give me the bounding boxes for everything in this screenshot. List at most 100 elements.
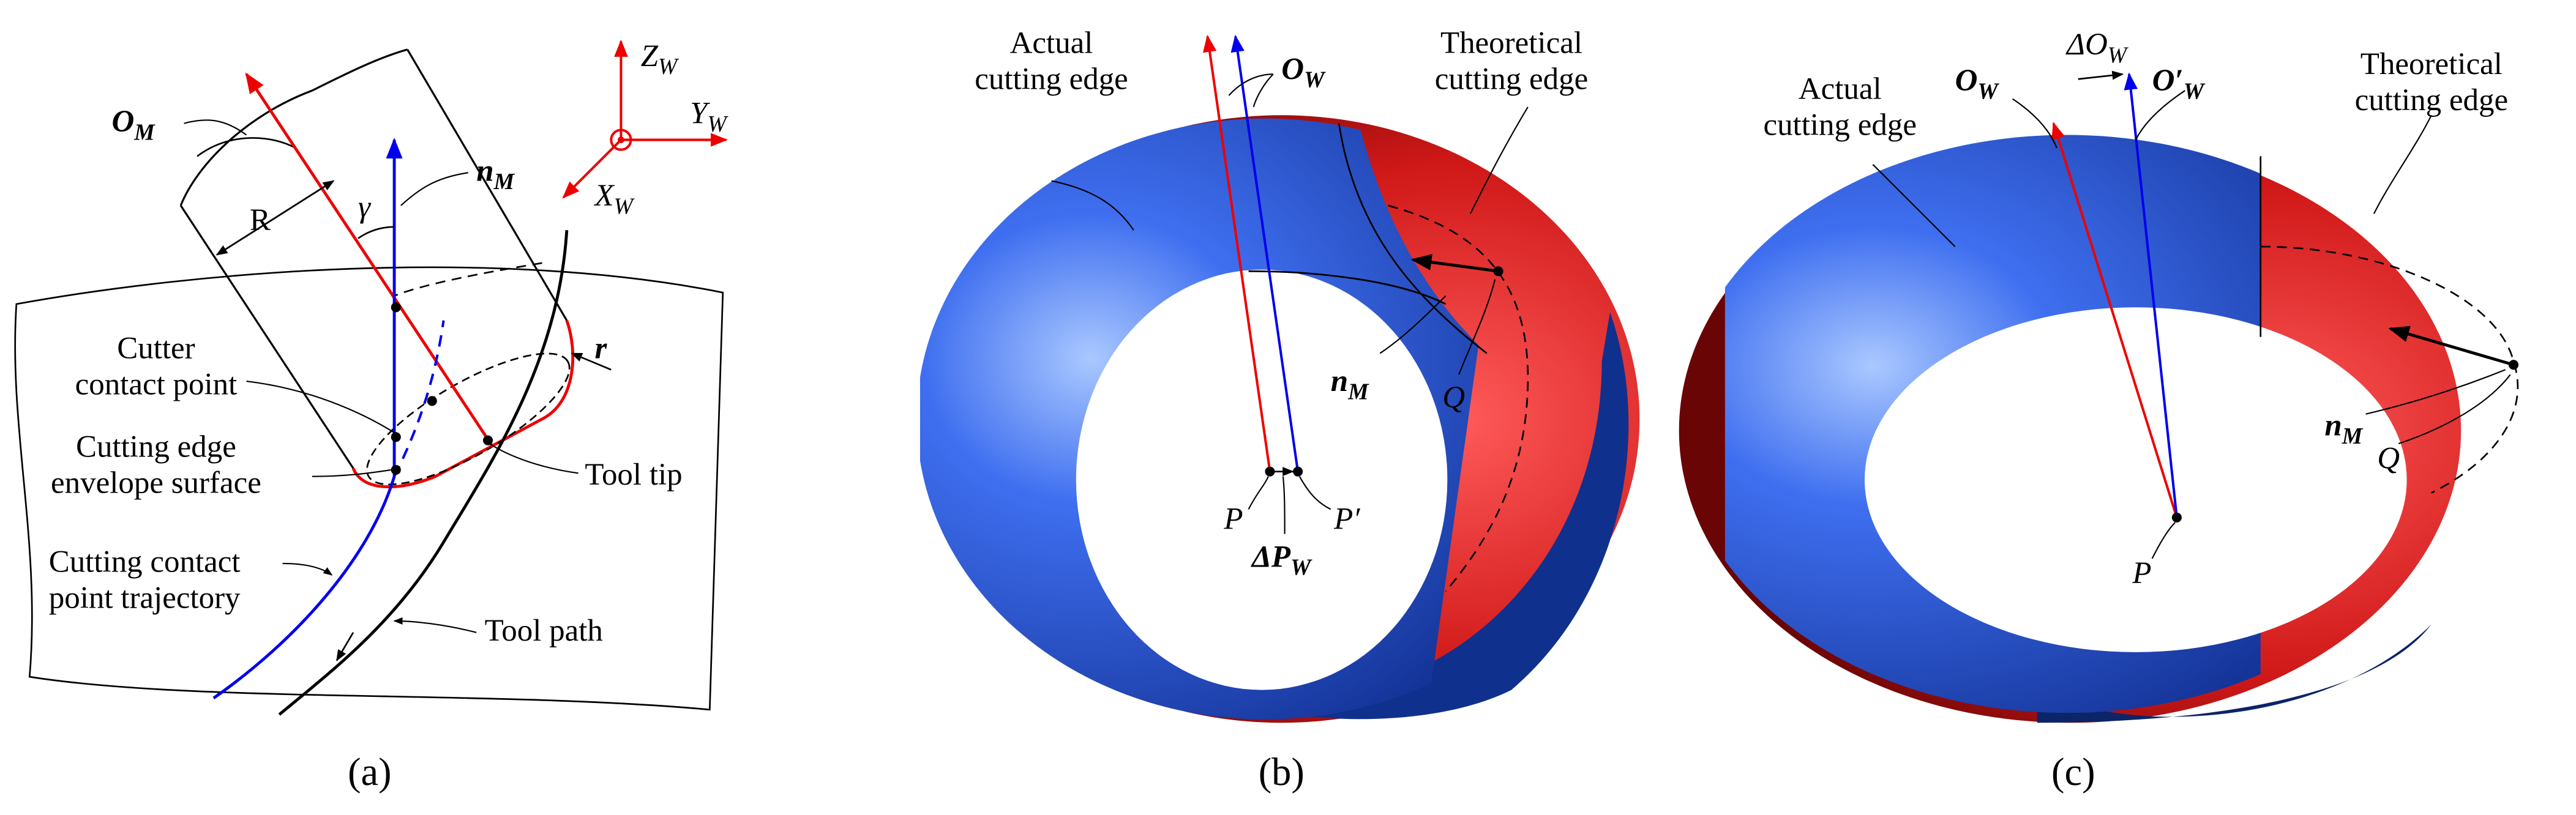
leader (2398, 374, 2511, 445)
tool-top-arc (197, 137, 296, 157)
caption: (c) (2051, 750, 2095, 794)
contact-trajectory (212, 476, 396, 699)
leader (2365, 369, 2506, 415)
sub: W (708, 112, 729, 137)
label-theoretical-edge: Theoretical cutting edge (2355, 47, 2509, 117)
label-x-w: XW (593, 179, 635, 219)
line: cutting edge (975, 62, 1128, 96)
point-p (2171, 512, 2182, 523)
base: X (593, 179, 615, 213)
base: n (2324, 409, 2342, 443)
label-actual-edge: Actual cutting edge (1763, 72, 1917, 142)
base: n (1331, 364, 1348, 398)
label-r: R (250, 203, 271, 237)
label-o-w: OW (1955, 64, 2000, 104)
torus-rim (2037, 624, 2432, 723)
base: n (476, 154, 493, 188)
tool-body (179, 48, 568, 469)
tool-axis (2051, 122, 2178, 518)
label-q: Q (2377, 441, 2400, 475)
leader (1379, 295, 1447, 354)
leader (400, 172, 469, 206)
point-q (1493, 266, 1503, 277)
point-p (1265, 466, 1275, 477)
point (391, 464, 401, 475)
line: Actual (1799, 72, 1882, 106)
sub: W (1290, 556, 1312, 581)
label-y-w: YW (690, 97, 728, 137)
leader (2135, 90, 2185, 141)
base: ΔO (2065, 28, 2108, 62)
leader (2012, 98, 2057, 149)
line: cutting edge (1435, 62, 1589, 96)
label-envelope: Cutting edge envelope surface (51, 430, 261, 501)
normal-vector (2388, 326, 2514, 367)
surface-edge (394, 262, 542, 297)
point (427, 396, 437, 406)
label-delta-o-w: ΔOW (2065, 28, 2129, 68)
label-o-prime-w: O′W (2152, 64, 2206, 104)
sub: W (1304, 68, 1326, 93)
line: Cutter (117, 331, 195, 365)
point-q (2508, 360, 2519, 370)
point (391, 432, 401, 442)
line: contact point (75, 368, 238, 402)
x-axis-dot (618, 136, 624, 143)
leader (282, 562, 333, 576)
base: O′ (2152, 64, 2184, 98)
theoretical-edge-dashed (2260, 245, 2519, 494)
label-o-w: OW (1281, 52, 1326, 92)
small-r-arrow (571, 352, 612, 371)
label-cutter-contact: Cutter contact point (75, 331, 238, 401)
delta-o-arrow (2078, 70, 2124, 80)
line: cutting edge (1763, 108, 1917, 143)
leader (184, 119, 247, 136)
leader (1282, 476, 1286, 534)
sub: M (133, 121, 155, 146)
trajectory-dashed (393, 320, 445, 477)
x-axis (562, 139, 622, 199)
leader (489, 443, 578, 474)
line: point trajectory (49, 581, 241, 615)
leaders (184, 119, 578, 633)
label-n-m: nM (2324, 409, 2363, 449)
normal-vector (1410, 254, 1499, 273)
caption: (b) (1259, 750, 1305, 794)
label-n-m: nM (1331, 364, 1369, 404)
leader (312, 469, 391, 477)
point-p-prime (1293, 466, 1303, 477)
label-o-m: OM (111, 105, 155, 145)
label-n-m: nM (476, 154, 515, 195)
line: Theoretical (1440, 26, 1582, 60)
line: Theoretical (2361, 47, 2503, 81)
sub: W (1977, 79, 1999, 104)
sub: M (2342, 424, 2364, 449)
point (483, 435, 493, 445)
torus-rim (1298, 312, 1629, 720)
leader (393, 617, 477, 633)
label-gamma: γ (358, 190, 372, 225)
label-tool-path: Tool path (485, 614, 603, 648)
base: Y (690, 97, 710, 131)
leader (1228, 73, 1274, 108)
label-p: P (1223, 502, 1243, 537)
line: Actual (1010, 26, 1093, 60)
sub: M (493, 169, 515, 195)
leader (2151, 522, 2176, 559)
leader (246, 380, 397, 434)
label-actual-edge: Actual cutting edge (975, 26, 1128, 96)
base: O (1281, 52, 1304, 86)
panel-a: OM nM R γ r ZW YW XW Cutter contact point… (14, 39, 729, 794)
leader (1298, 476, 1331, 510)
leader (1458, 279, 1496, 375)
label-p-prime: P′ (1333, 502, 1360, 537)
edge-boundary (1248, 123, 1488, 354)
sub: W (658, 54, 680, 80)
base: O (111, 105, 134, 139)
sub: W (614, 194, 635, 219)
panel-b: Actual cutting edge OW Theoretical cutting… (919, 26, 1640, 794)
leader (1872, 164, 1956, 247)
sub: W (2108, 43, 2129, 68)
label-tool-tip: Tool tip (585, 458, 682, 492)
line: Cutting edge (76, 430, 236, 464)
